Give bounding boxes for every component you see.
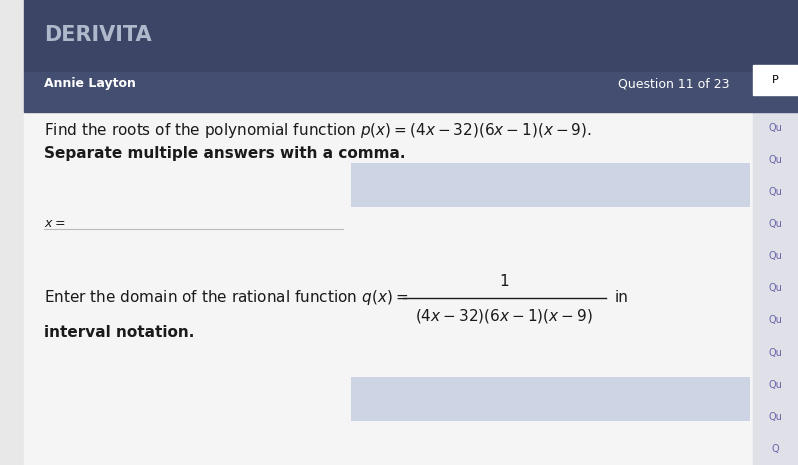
Text: interval notation.: interval notation. bbox=[44, 325, 194, 340]
Text: Qu: Qu bbox=[768, 380, 782, 390]
Text: Qu: Qu bbox=[768, 187, 782, 197]
Bar bbox=[24, 0, 798, 72]
Text: 1: 1 bbox=[500, 274, 509, 289]
Text: Qu: Qu bbox=[768, 219, 782, 229]
Text: Qu: Qu bbox=[768, 283, 782, 293]
Text: Find the roots of the polynomial function $p(x) = (4x - 32)(6x - 1)(x - 9).$: Find the roots of the polynomial functio… bbox=[44, 121, 592, 140]
Text: Enter the domain of the rational function $q(x) = $: Enter the domain of the rational functio… bbox=[44, 288, 408, 307]
Text: in: in bbox=[614, 290, 628, 305]
Text: Qu: Qu bbox=[768, 251, 782, 261]
Text: $(4x - 32)(6x - 1)(x - 9)$: $(4x - 32)(6x - 1)(x - 9)$ bbox=[416, 307, 593, 325]
Text: Question 11 of 23: Question 11 of 23 bbox=[618, 77, 730, 90]
Bar bbox=[753, 112, 798, 465]
Text: Annie Layton: Annie Layton bbox=[44, 77, 136, 90]
Text: Qu: Qu bbox=[768, 347, 782, 358]
Bar bbox=[24, 72, 798, 112]
Text: Qu: Qu bbox=[768, 155, 782, 165]
Text: Q: Q bbox=[772, 444, 779, 454]
Text: Qu: Qu bbox=[768, 315, 782, 326]
Bar bbox=[351, 163, 750, 207]
Text: DERIVITA: DERIVITA bbox=[44, 25, 152, 45]
Text: P: P bbox=[772, 75, 779, 85]
Text: Separate multiple answers with a comma.: Separate multiple answers with a comma. bbox=[44, 146, 405, 161]
Text: Qu: Qu bbox=[768, 123, 782, 133]
Text: Qu: Qu bbox=[768, 412, 782, 422]
Bar bbox=[753, 65, 798, 95]
Text: $x =$: $x =$ bbox=[44, 217, 65, 230]
Bar bbox=[351, 377, 750, 421]
